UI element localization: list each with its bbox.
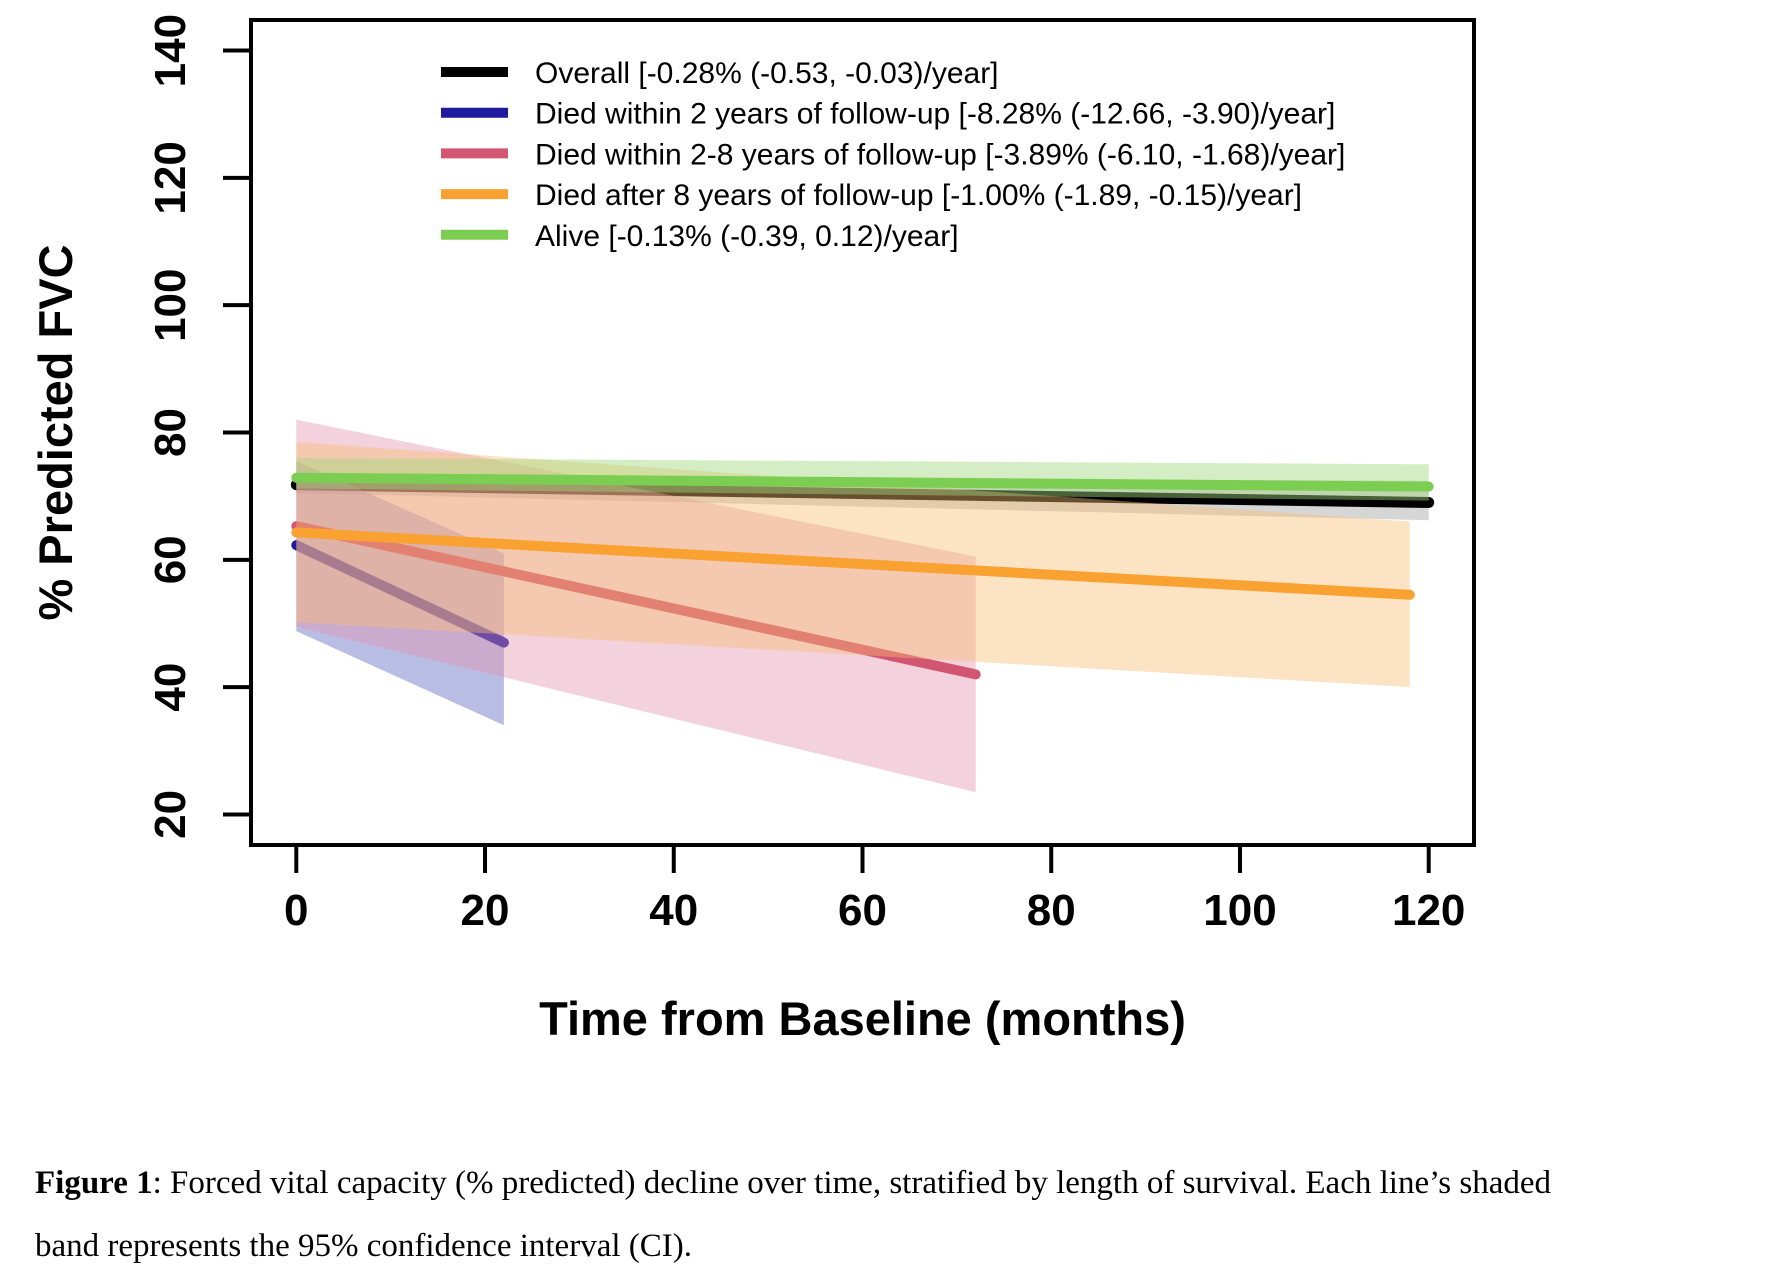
fvc-decline-chart: 0 20 40 60 80 100 120 20 40 60 80 100 120 140 Time fro… [29,14,1476,1045]
y-tick-label: 100 [146,268,195,341]
y-tick-label: 140 [146,14,195,87]
x-tick-label: 100 [1203,886,1276,935]
figure-caption: Figure 1: Forced vital capacity (% predi… [35,1152,1745,1270]
x-tick-label: 80 [1027,886,1076,935]
y-tick-label: 120 [146,141,195,214]
x-axis-title: Time from Baseline (months) [539,992,1186,1045]
x-tick-label: 0 [284,886,308,935]
caption-line-1-text: : Forced vital capacity (% predicted) de… [152,1165,1551,1201]
x-tick-label: 20 [461,886,510,935]
ci-band-died-2-8y [296,419,976,793]
x-tick-label: 120 [1392,886,1465,935]
trend-line-died-2-8y [291,521,981,680]
y-tick-label: 40 [146,663,195,712]
legend-label-died-after-8y: Died after 8 years of follow-up [-1.00% … [535,179,1302,212]
trend-line-died-after-8y [291,527,1415,600]
caption-figure-label: Figure 1 [35,1165,153,1201]
y-tick-label: 80 [146,408,195,457]
caption-line-2: band represents the 95% confidence inter… [35,1228,692,1264]
x-tick-label: 40 [649,886,698,935]
legend-label-overall: Overall [-0.28% (-0.53, -0.03)/year] [535,57,999,90]
y-tick-label: 60 [146,535,195,584]
trend-line-alive [291,472,1434,492]
x-tick-label: 60 [838,886,887,935]
legend-label-died-2-8y: Died within 2-8 years of follow-up [-3.8… [535,138,1345,171]
trend-line-died-within-2y [291,540,509,648]
caption-line-1: Figure 1: Forced vital capacity (% predi… [35,1165,1551,1201]
trend-line-overall [290,479,1435,508]
y-tick-label: 20 [146,790,195,839]
legend-label-alive: Alive [-0.13% (-0.39, 0.12)/year] [535,220,959,253]
legend-label-died-within-2y: Died within 2 years of follow-up [-8.28%… [535,98,1335,131]
y-axis-title: % Predicted FVC [29,244,82,620]
